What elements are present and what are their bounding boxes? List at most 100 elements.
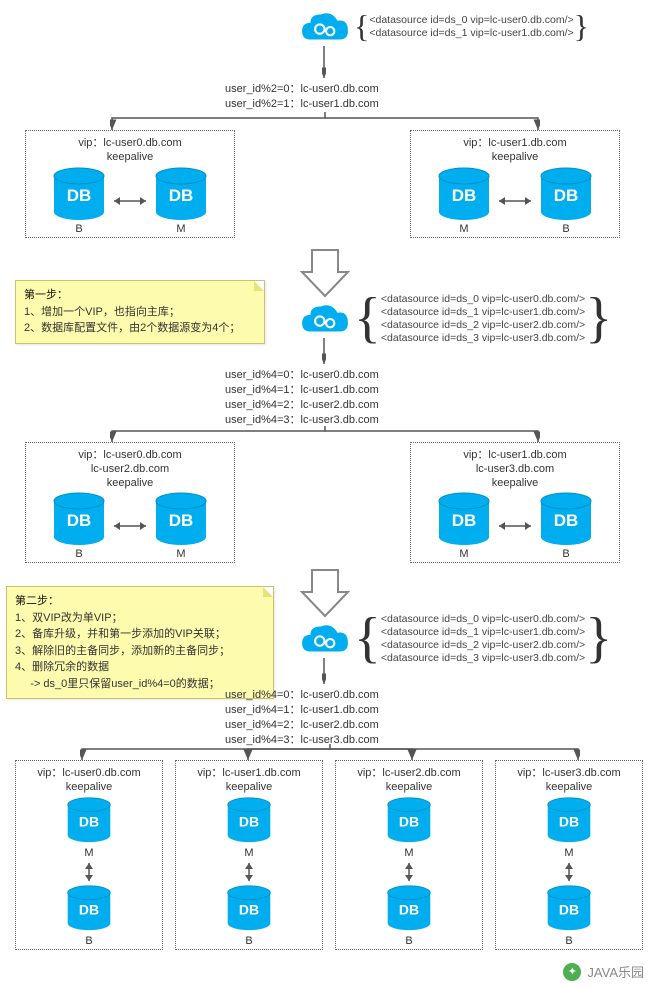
watermark-text: JAVA乐园 [587, 962, 644, 981]
db-icon: DB [386, 885, 432, 931]
db-icon: DB [437, 167, 491, 221]
db-role: M [154, 548, 208, 560]
rule-line: user_id%4=2：lc-user2.db.com [225, 398, 379, 413]
db-role: M [564, 847, 573, 859]
routing-rules-1: user_id%2=0：lc-user0.db.com user_id%2=1：… [225, 82, 379, 112]
db-role: B [85, 935, 92, 947]
db-group-2-left: vip：lc-user0.db.com lc-user2.db.com keep… [25, 442, 235, 563]
brace-right: } [585, 290, 612, 346]
note-step-1: 第一步： 1、增加一个VIP，也指向主库； 2、数据库配置文件，由2个数据源变为… [15, 280, 265, 344]
ds-line: <datasource id=ds_0 vip=lc-user0.db.com/… [381, 293, 585, 305]
db-group-3-3: vip：lc-user3.db.com keepalive DB M DB B [495, 760, 643, 950]
rule-line: user_id%4=1：lc-user1.db.com [225, 703, 379, 718]
ds-line: <datasource id=ds_0 vip=lc-user0.db.com/… [381, 613, 585, 625]
note-line: 3、解除旧的主备同步，添加新的主备同步； [15, 643, 265, 660]
vip-label: keepalive [30, 477, 230, 491]
db-icon: DB [66, 885, 112, 931]
note-line: 2、备库升级，并和第一步添加的VIP关联； [15, 626, 265, 643]
vip-label: keepalive [30, 151, 230, 165]
ds-line: <datasource id=ds_1 vip=lc-user1.db.com/… [381, 626, 585, 638]
rule-line: user_id%2=1：lc-user1.db.com [225, 97, 379, 112]
db-icon: DB [226, 797, 272, 843]
note-step-2: 第二步： 1、双VIP改为单VIP； 2、备库升级，并和第一步添加的VIP关联；… [6, 586, 274, 699]
arrow-down-2 [322, 338, 326, 368]
note-line: 4、删除冗余的数据 [15, 659, 265, 676]
brace-left: { [354, 290, 381, 346]
brace-left: { [354, 10, 369, 42]
ds-line: <datasource id=ds_3 vip=lc-user3.db.com/… [381, 332, 585, 344]
ds-line: <datasource id=ds_0 vip=lc-user0.db.com/… [369, 14, 573, 26]
vip-label: vip：lc-user3.db.com [500, 767, 638, 781]
db-icon: DB [52, 492, 106, 546]
db-role: B [565, 935, 572, 947]
vip-label: keepalive [415, 151, 615, 165]
brace-right: } [574, 10, 589, 42]
watermark: ✦ JAVA乐园 [563, 962, 644, 981]
vip-label: keepalive [180, 781, 318, 795]
branch-1 [110, 112, 540, 132]
vip-label: lc-user3.db.com [415, 463, 615, 477]
db-icon: DB [154, 492, 208, 546]
wechat-icon: ✦ [563, 963, 581, 981]
sync-arrow [497, 193, 533, 209]
sync-arrow [81, 861, 97, 883]
diagram-canvas: { <datasource id=ds_0 vip=lc-user0.db.co… [0, 0, 654, 989]
ds-line: <datasource id=ds_2 vip=lc-user2.db.com/… [381, 639, 585, 651]
note-title: 第二步： [15, 593, 265, 610]
db-role: M [437, 223, 491, 235]
routing-rules-2: user_id%4=0：lc-user0.db.com user_id%4=1：… [225, 368, 379, 427]
rule-line: user_id%2=0：lc-user0.db.com [225, 82, 379, 97]
note-line: 2、数据库配置文件，由2个数据源变为4个； [24, 320, 256, 337]
db-group-3-0: vip：lc-user0.db.com keepalive DB M DB B [15, 760, 163, 950]
db-role: M [244, 847, 253, 859]
arrow-down-1 [322, 46, 326, 82]
step-arrow-1 [300, 248, 350, 301]
db-role: B [539, 548, 593, 560]
config-cloud-1 [300, 8, 350, 46]
sync-arrow [112, 518, 148, 534]
db-icon: DB [437, 492, 491, 546]
db-icon: DB [546, 797, 592, 843]
config-cloud-3 [300, 620, 350, 658]
rule-line: user_id%4=2：lc-user2.db.com [225, 718, 379, 733]
vip-label: vip：lc-user0.db.com [30, 137, 230, 151]
sync-arrow [497, 518, 533, 534]
vip-label: vip：lc-user1.db.com [180, 767, 318, 781]
brace-left: { [354, 610, 381, 666]
db-role: B [405, 935, 412, 947]
vip-label: vip：lc-user1.db.com [415, 449, 615, 463]
db-icon: DB [154, 167, 208, 221]
vip-label: keepalive [500, 781, 638, 795]
ds-line: <datasource id=ds_2 vip=lc-user2.db.com/… [381, 319, 585, 331]
sync-arrow [561, 861, 577, 883]
ds-line: <datasource id=ds_1 vip=lc-user1.db.com/… [381, 306, 585, 318]
db-role: M [404, 847, 413, 859]
vip-label: vip：lc-user0.db.com [30, 449, 230, 463]
ds-line: <datasource id=ds_1 vip=lc-user1.db.com/… [369, 27, 573, 39]
db-group-1-right: vip：lc-user1.db.com keepalive DB M DB B [410, 130, 620, 238]
sync-arrow [241, 861, 257, 883]
brace-right: } [585, 610, 612, 666]
db-group-2-right: vip：lc-user1.db.com lc-user3.db.com keep… [410, 442, 620, 563]
db-role: M [437, 548, 491, 560]
db-role: B [245, 935, 252, 947]
vip-label: vip：lc-user0.db.com [20, 767, 158, 781]
db-role: M [84, 847, 93, 859]
db-role: B [52, 548, 106, 560]
rule-line: user_id%4=0：lc-user0.db.com [225, 688, 379, 703]
datasource-block-3: { <datasource id=ds_0 vip=lc-user0.db.co… [354, 610, 612, 666]
db-icon: DB [539, 492, 593, 546]
config-cloud-2 [300, 300, 350, 338]
routing-rules-3: user_id%4=0：lc-user0.db.com user_id%4=1：… [225, 688, 379, 747]
vip-label: vip：lc-user2.db.com [340, 767, 478, 781]
sync-arrow [112, 193, 148, 209]
db-icon: DB [52, 167, 106, 221]
vip-label: keepalive [415, 477, 615, 491]
db-group-1-left: vip：lc-user0.db.com keepalive DB B DB M [25, 130, 235, 238]
note-line: 1、双VIP改为单VIP； [15, 610, 265, 627]
rule-line: user_id%4=1：lc-user1.db.com [225, 383, 379, 398]
note-title: 第一步： [24, 287, 256, 304]
step-arrow-2 [300, 568, 350, 621]
vip-label: keepalive [340, 781, 478, 795]
db-icon: DB [546, 885, 592, 931]
